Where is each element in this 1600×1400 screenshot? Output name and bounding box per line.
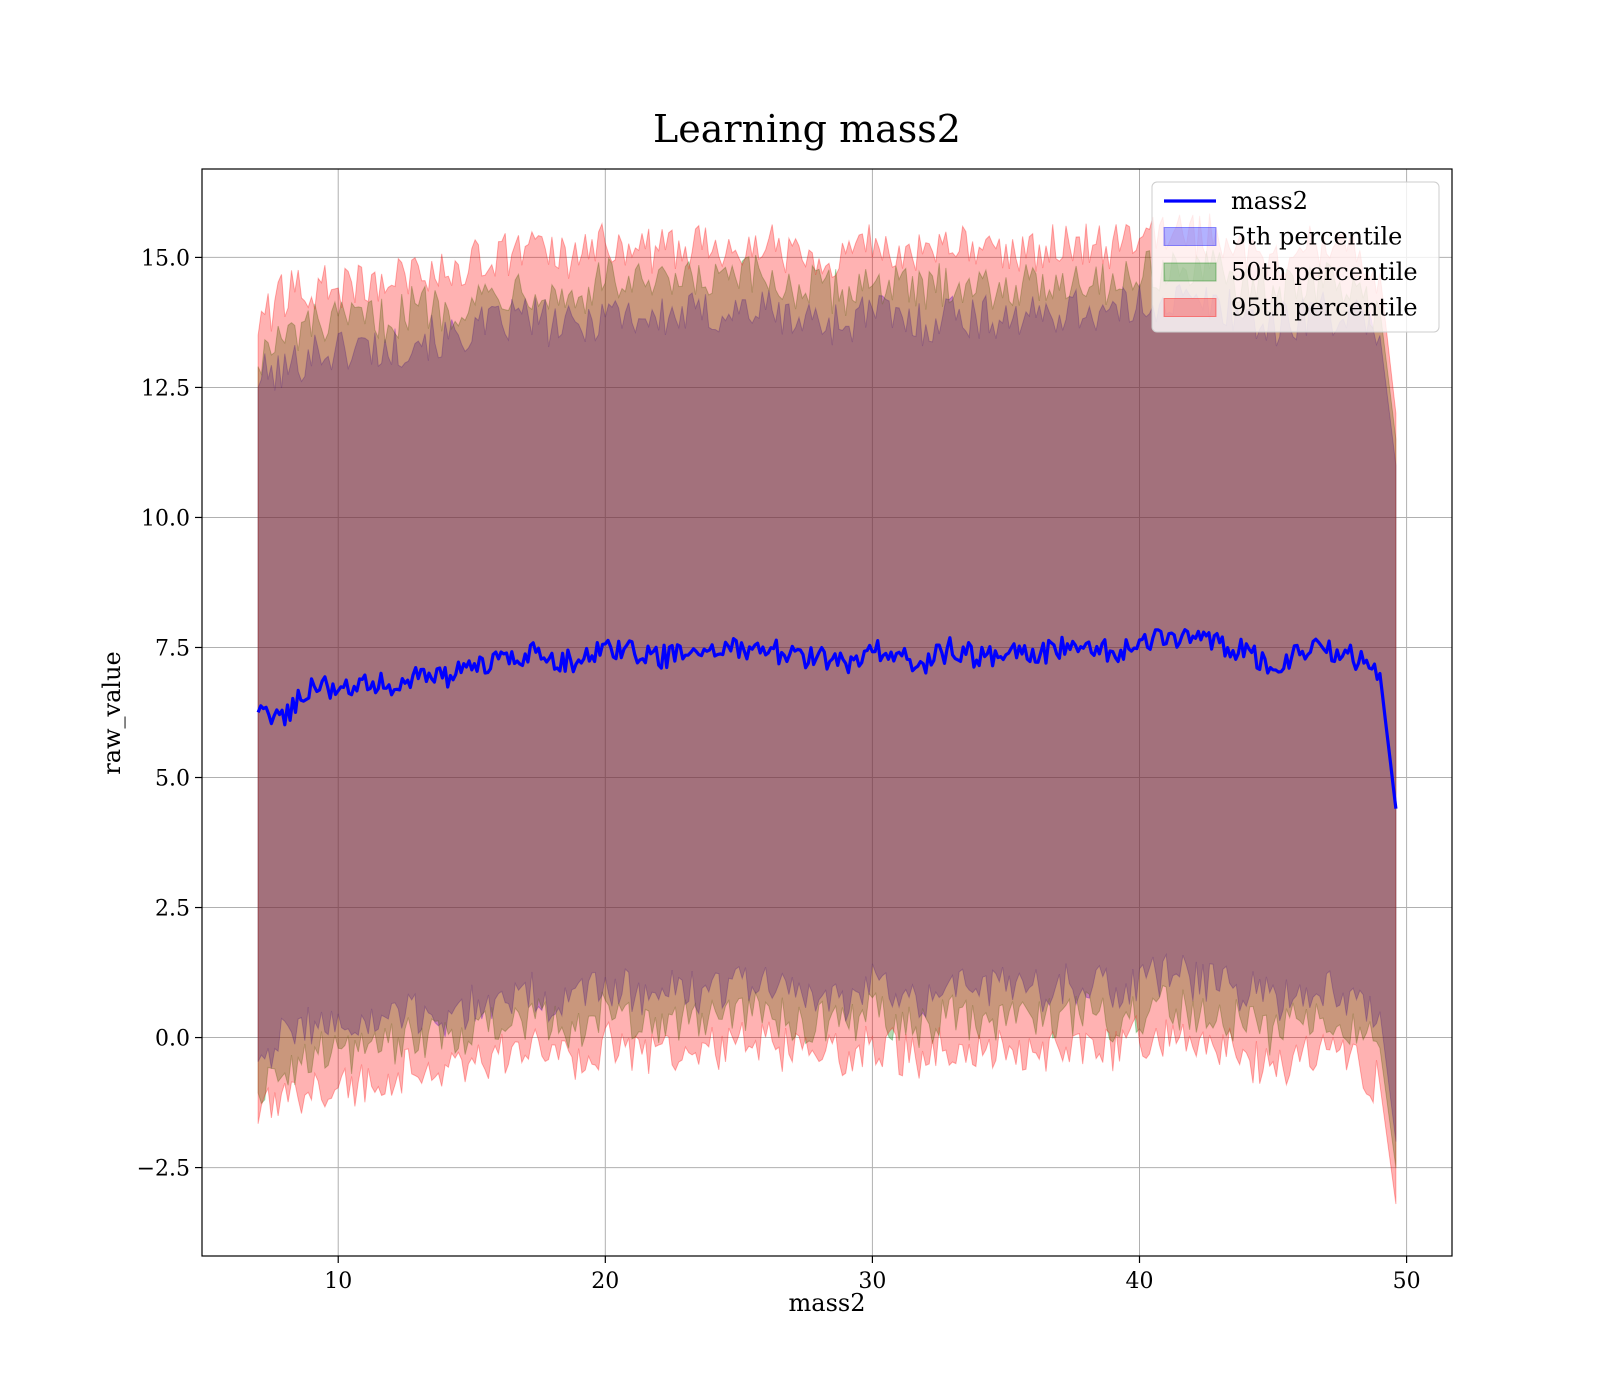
x-tick-label: 30 bbox=[858, 1269, 886, 1294]
legend-swatch-band bbox=[1163, 298, 1217, 317]
band-layer bbox=[257, 213, 1397, 1205]
legend-label: 5th percentile bbox=[1231, 223, 1402, 251]
x-tick-label: 10 bbox=[324, 1269, 352, 1294]
legend-label: 95th percentile bbox=[1231, 294, 1418, 322]
legend: mass2 5th percentile 50th percentile 95th p… bbox=[1151, 181, 1440, 333]
band-95th-percentile bbox=[257, 213, 1397, 1205]
y-tick-label: −2.5 bbox=[137, 1157, 190, 1182]
y-tick-label: 0.0 bbox=[155, 1027, 190, 1052]
line-layer bbox=[256, 628, 1398, 809]
legend-frame bbox=[1151, 181, 1440, 333]
x-tick-label: 20 bbox=[591, 1269, 619, 1294]
y-axis-label: raw_value bbox=[98, 651, 126, 775]
legend-label: mass2 bbox=[1231, 187, 1308, 215]
x-axis-label: mass2 bbox=[789, 1289, 866, 1317]
y-tick-label: 5.0 bbox=[155, 767, 190, 792]
series-line-mass2 bbox=[256, 628, 1398, 809]
y-tick-label: 12.5 bbox=[141, 376, 190, 401]
legend-label: 50th percentile bbox=[1231, 258, 1418, 286]
x-tick-label: 50 bbox=[1393, 1269, 1421, 1294]
plot-frame bbox=[201, 168, 1453, 1257]
x-tick-label: 40 bbox=[1126, 1269, 1154, 1294]
y-tick-label: 7.5 bbox=[155, 636, 190, 661]
band-5th-percentile bbox=[257, 283, 1397, 1142]
legend-swatch-band bbox=[1163, 262, 1217, 282]
legend-swatch-band bbox=[1163, 227, 1217, 246]
tick-layer: 10 20 30 40 50 −2.5 0.0 2.5 5.0 7.5 10.0 12.5 15.0 bbox=[137, 246, 1421, 1294]
y-tick-label: 10.0 bbox=[141, 506, 190, 531]
band-50th-percentile bbox=[257, 249, 1397, 1168]
y-tick-label: 2.5 bbox=[155, 897, 190, 922]
chart-title: Learning mass2 bbox=[653, 107, 961, 151]
y-tick-label: 15.0 bbox=[141, 246, 190, 271]
